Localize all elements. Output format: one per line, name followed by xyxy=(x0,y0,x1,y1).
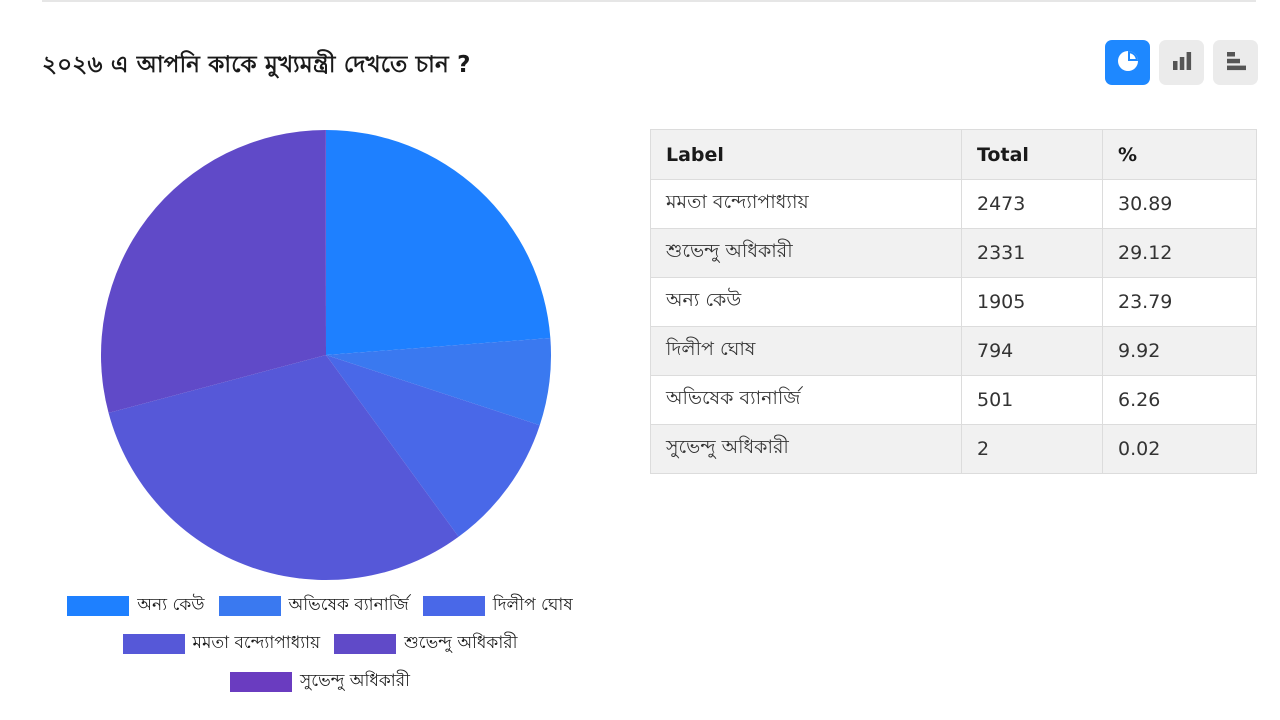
results-table: Label Total % মমতা বন্দ্যোপাধ্যায় 2473 … xyxy=(650,129,1257,474)
legend-item[interactable]: শুভেন্দু অধিকারী xyxy=(334,630,517,658)
table-row: সুভেন্দু অধিকারী 2 0.02 xyxy=(650,424,1257,474)
legend-swatch xyxy=(67,596,130,616)
row-percent: 30.89 xyxy=(1102,179,1257,229)
row-percent: 23.79 xyxy=(1102,277,1257,327)
chart-legend: অন্য কেউ অভিষেক ব্যানার্জি দিলীপ ঘোষ মমতা ব… xyxy=(40,592,600,696)
row-label: সুভেন্দু অধিকারী xyxy=(650,424,962,474)
row-percent: 9.92 xyxy=(1102,326,1257,376)
pie-chart-icon xyxy=(1116,49,1140,77)
pie-view-button[interactable] xyxy=(1105,40,1150,85)
legend-swatch xyxy=(218,596,281,616)
poll-title: ২০২৬ এ আপনি কাকে মুখ্যমন্ত্রী দেখতে চান … xyxy=(42,52,471,78)
legend-swatch xyxy=(122,634,185,654)
legend-label: দিলীপ ঘোষ xyxy=(492,595,573,615)
row-percent: 6.26 xyxy=(1102,375,1257,425)
row-label: মমতা বন্দ্যোপাধ্যায় xyxy=(650,179,962,229)
bar-view-button[interactable] xyxy=(1213,40,1258,85)
table-row: অভিষেক ব্যানার্জি 501 6.26 xyxy=(650,375,1257,425)
row-total: 501 xyxy=(961,375,1103,425)
legend-item[interactable]: দিলীপ ঘোষ xyxy=(422,592,573,620)
row-label: শুভেন্দু অধিকারী xyxy=(650,228,962,278)
legend-label: মমতা বন্দ্যোপাধ্যায় xyxy=(192,633,321,653)
chart-view-switch xyxy=(1105,40,1258,85)
column-chart-icon xyxy=(1170,49,1194,77)
legend-item[interactable]: সুভেন্দু অধিকারী xyxy=(230,668,410,696)
pie-slice[interactable] xyxy=(108,355,459,580)
row-total: 1905 xyxy=(961,277,1103,327)
pie-slice[interactable] xyxy=(326,130,551,355)
table-row: শুভেন্দু অধিকারী 2331 29.12 xyxy=(650,228,1257,278)
row-total: 2331 xyxy=(961,228,1103,278)
column-header-label: Label xyxy=(650,129,962,180)
legend-label: অন্য কেউ xyxy=(137,595,205,615)
table-row: দিলীপ ঘোষ 794 9.92 xyxy=(650,326,1257,376)
row-total: 2473 xyxy=(961,179,1103,229)
legend-item[interactable]: মমতা বন্দ্যোপাধ্যায় xyxy=(122,630,321,658)
pie-slice[interactable] xyxy=(326,337,552,426)
legend-label: শুভেন্দু অধিকারী xyxy=(404,633,518,653)
legend-swatch xyxy=(334,634,397,654)
legend-item[interactable]: অন্য কেউ xyxy=(67,592,205,620)
row-total: 794 xyxy=(961,326,1103,376)
legend-swatch xyxy=(230,672,293,692)
top-divider xyxy=(42,0,1256,2)
row-label: দিলীপ ঘোষ xyxy=(650,326,962,376)
row-total: 2 xyxy=(961,424,1103,474)
legend-item[interactable]: অভিষেক ব্যানার্জি xyxy=(218,592,409,620)
pie-slice[interactable] xyxy=(326,355,540,537)
table-row: অন্য কেউ 1905 23.79 xyxy=(650,277,1257,327)
table-header-row: Label Total % xyxy=(650,129,1257,180)
row-label: অন্য কেউ xyxy=(650,277,962,327)
bar-chart-icon xyxy=(1224,49,1248,77)
legend-label: অভিষেক ব্যানার্জি xyxy=(288,595,409,615)
column-view-button[interactable] xyxy=(1159,40,1204,85)
pie-slice[interactable] xyxy=(100,130,326,413)
column-header-total: Total xyxy=(961,129,1103,180)
column-header-percent: % xyxy=(1102,129,1257,180)
legend-swatch xyxy=(422,596,485,616)
table-row: মমতা বন্দ্যোপাধ্যায় 2473 30.89 xyxy=(650,179,1257,229)
row-label: অভিষেক ব্যানার্জি xyxy=(650,375,962,425)
row-percent: 0.02 xyxy=(1102,424,1257,474)
row-percent: 29.12 xyxy=(1102,228,1257,278)
pie-chart xyxy=(100,129,552,580)
legend-label: সুভেন্দু অধিকারী xyxy=(300,671,410,691)
